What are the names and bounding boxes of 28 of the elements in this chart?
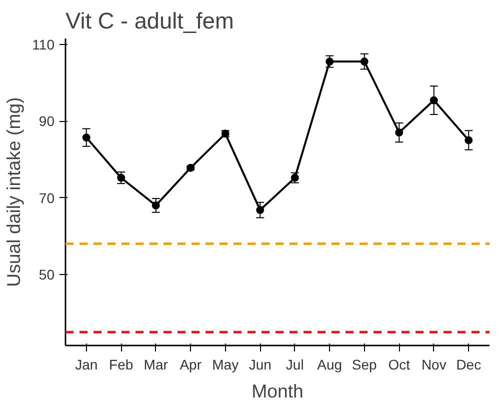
- point: [117, 174, 126, 182]
- x-tick-label: Aug: [317, 356, 342, 372]
- x-tick-label: May: [212, 356, 239, 372]
- point: [152, 201, 160, 210]
- x-tick-label: Dec: [456, 356, 482, 372]
- y-tick-label: 90: [38, 113, 55, 130]
- x-tick-label: Oct: [388, 356, 410, 372]
- x-axis-title: Month: [252, 380, 304, 402]
- point: [326, 58, 334, 66]
- point: [395, 128, 404, 137]
- x-tick-label: Nov: [421, 356, 446, 372]
- point: [82, 134, 90, 142]
- x-tick-label: Jan: [75, 356, 98, 372]
- y-axis-title: Usual daily intake (mg): [3, 97, 24, 287]
- x-tick-label: Apr: [180, 356, 202, 372]
- x-tick-label: Mar: [144, 356, 168, 372]
- point: [430, 96, 438, 104]
- point: [360, 58, 368, 66]
- x-tick-label: Jun: [248, 356, 272, 372]
- y-tick-label: 70: [38, 190, 55, 206]
- x-tick-label: Jul: [286, 356, 304, 372]
- point: [464, 136, 473, 144]
- x-tick-label: Feb: [109, 356, 134, 372]
- y-tick-label: 110: [32, 36, 55, 52]
- x-tick-label: Sep: [352, 356, 378, 372]
- y-tick-label: 50: [38, 266, 55, 283]
- point: [256, 206, 264, 214]
- chart-title: Vit C - adult_fem: [66, 8, 234, 34]
